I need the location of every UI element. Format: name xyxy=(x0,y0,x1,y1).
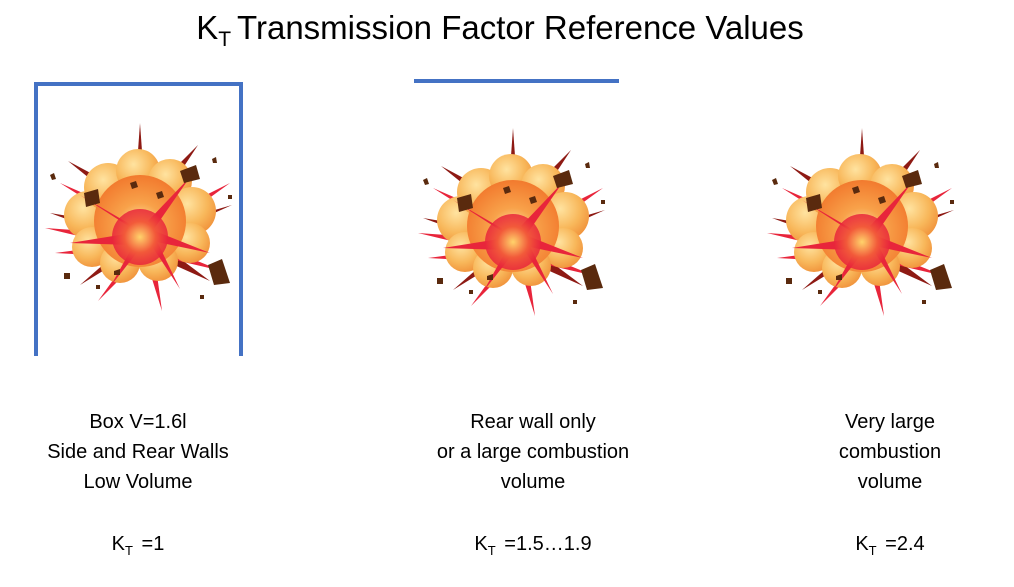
case-2-kt-value: KT =1.5…1.9 xyxy=(443,531,623,559)
case-3-kt-subscript: T xyxy=(868,543,877,558)
case-1-line-1: Box V=1.6l xyxy=(89,411,187,433)
case-2-line-2: or a large combustion xyxy=(436,441,630,463)
case-1-kt-letter: K xyxy=(111,533,126,555)
case-3-kt-value: KT =2.4 xyxy=(810,531,970,559)
case-1-kt-number: =1 xyxy=(135,533,165,555)
box-walls xyxy=(34,82,243,356)
case-2-line-1: Rear wall only xyxy=(470,411,596,433)
case-3-caption: Very large combustion volume xyxy=(790,407,990,497)
explosion-icon xyxy=(767,128,954,316)
case-2-caption: Rear wall only or a large combustion vol… xyxy=(413,407,653,497)
case-3-line-2: combustion xyxy=(838,441,942,463)
title-k-letter: K xyxy=(196,9,219,46)
case-1-line-3: Low Volume xyxy=(83,471,193,493)
case-3-line-1: Very large xyxy=(844,411,936,433)
case-3-kt-number: =2.4 xyxy=(879,533,925,555)
title-text: Transmission Factor Reference Values xyxy=(237,9,804,46)
case-2-kt-number: =1.5…1.9 xyxy=(498,533,592,555)
case-1-kt-subscript: T xyxy=(125,543,133,558)
case-1-line-2: Side and Rear Walls xyxy=(47,441,229,463)
case-1-kt-value: KT =1 xyxy=(58,531,218,559)
case-2-kt-letter: K xyxy=(474,533,488,555)
page-title: KT Transmission Factor Reference Values xyxy=(0,8,1000,53)
case-1-caption: Box V=1.6l Side and Rear Walls Low Volum… xyxy=(28,407,248,497)
explosion-icon xyxy=(45,123,232,311)
explosion-icon xyxy=(418,128,605,316)
case-3-kt-letter: K xyxy=(855,533,869,555)
title-k-subscript: T xyxy=(218,28,232,51)
case-2-line-3: volume xyxy=(500,471,566,493)
case-3-line-3: volume xyxy=(857,471,923,493)
case-2-kt-subscript: T xyxy=(487,543,496,558)
